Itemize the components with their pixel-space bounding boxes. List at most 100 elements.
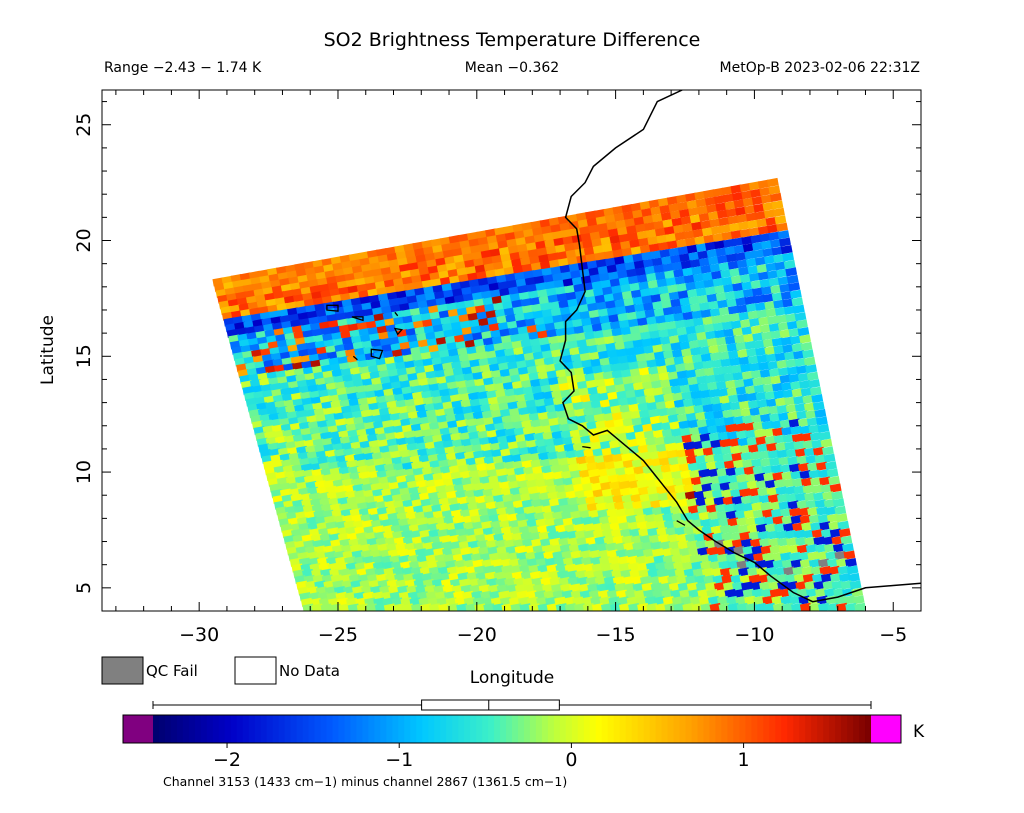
heatmap-cell: [517, 243, 529, 253]
heatmap-cell: [759, 232, 772, 243]
legend-qc-fail: QC Fail: [101, 656, 198, 685]
heatmap-cell: [745, 257, 758, 267]
heatmap-cell: [741, 190, 754, 200]
heatmap-cell: [479, 283, 492, 294]
heatmap-cell: [612, 205, 625, 215]
heatmap-cell: [714, 284, 727, 295]
heatmap-cell: [577, 261, 590, 271]
heatmap-cell: [747, 310, 760, 320]
heatmap-cell: [706, 248, 719, 258]
heatmap-cell: [617, 312, 630, 322]
heatmap-cell: [715, 202, 728, 212]
heatmap-cell: [461, 326, 474, 336]
heatmap-cell: [506, 279, 519, 289]
heatmap-cell: [512, 223, 525, 233]
heatmap-cell: [766, 177, 779, 188]
heatmap-cell: [484, 343, 497, 353]
heatmap-cell: [644, 221, 657, 232]
heatmap-cell: [576, 254, 589, 264]
heatmap-cell: [559, 264, 572, 274]
heatmap-cell: [440, 316, 453, 326]
heatmap-cell: [776, 222, 788, 232]
heatmap-cell: [747, 265, 760, 275]
heatmap-cell: [511, 340, 524, 350]
heatmap-cell: [600, 236, 613, 246]
heatmap-cell: [509, 251, 522, 261]
colorbar-segment: [278, 715, 286, 743]
colorbar-segment: [158, 715, 166, 743]
heatmap-cell: [691, 310, 704, 320]
heatmap-cell: [573, 325, 586, 335]
heatmap-cell: [536, 247, 549, 257]
heatmap-cell: [613, 212, 626, 222]
heatmap-cell: [466, 345, 479, 356]
colorbar-segment: [595, 715, 603, 743]
heatmap-cell: [508, 286, 521, 296]
heatmap-cell: [662, 218, 675, 229]
heatmap-cell: [674, 231, 687, 241]
heatmap-cell: [485, 350, 498, 360]
heatmap-cell: [682, 311, 695, 321]
heatmap-cell: [679, 297, 692, 307]
heatmap-cell: [783, 305, 796, 315]
heatmap-cell: [515, 236, 528, 247]
heatmap-cell: [729, 312, 742, 322]
heatmap-cell: [467, 352, 480, 362]
colorbar-segment: [709, 715, 717, 743]
heatmap-cell: [502, 259, 514, 269]
heatmap-cell: [773, 253, 785, 264]
heatmap-cell: [485, 309, 498, 320]
heatmap-cell: [620, 283, 633, 293]
heatmap-cell: [676, 194, 688, 204]
heatmap-cell: [780, 290, 793, 301]
heatmap-cell: [594, 294, 607, 304]
heatmap-cell: [621, 247, 634, 257]
heatmap-cell: [547, 294, 560, 304]
colorbar-segment: [805, 715, 812, 743]
colorbar-segment: [368, 715, 375, 743]
heatmap-cell: [738, 311, 751, 321]
heatmap-cell: [499, 287, 511, 297]
heatmap-cell: [594, 251, 607, 261]
heatmap-cell: [735, 206, 747, 216]
heatmap-cell: [683, 230, 696, 240]
heatmap-cell: [477, 277, 490, 287]
heatmap-cell: [667, 240, 679, 250]
heatmap-cell: [665, 320, 678, 330]
heatmap-cell: [659, 248, 672, 258]
heatmap-cell: [694, 190, 707, 201]
heatmap-cell: [467, 272, 480, 282]
heatmap-cell: [594, 208, 607, 219]
heatmap-cell: [650, 250, 663, 260]
heatmap-cell: [470, 325, 483, 335]
heatmap-cell: [770, 284, 783, 294]
legend-qc-fail-label: QC Fail: [146, 662, 198, 680]
colorbar-segment: [631, 715, 639, 743]
heatmap-cell: [421, 239, 434, 249]
heatmap-cell: [520, 256, 532, 267]
heatmap-cell: [603, 250, 616, 260]
heatmap-cell: [523, 311, 536, 321]
heatmap-cell: [753, 294, 766, 304]
heatmap-cell: [753, 249, 766, 259]
heatmap-cell: [744, 250, 757, 260]
heatmap-cell: [762, 247, 775, 257]
heatmap-cell: [709, 218, 722, 228]
y-axis-label: Latitude: [38, 315, 58, 385]
colorbar-segment: [523, 715, 531, 743]
heatmap-cell: [452, 327, 465, 338]
heatmap-cell: [721, 276, 734, 286]
heatmap-cell: [703, 278, 716, 289]
heatmap-cell: [764, 300, 777, 310]
heatmap-cell: [459, 239, 472, 250]
heatmap-cell: [627, 232, 640, 242]
heatmap-cell: [478, 317, 490, 327]
heatmap-cell: [582, 324, 595, 334]
heatmap-cell: [688, 206, 701, 217]
heatmap-cell: [634, 303, 646, 313]
heatmap-cell: [673, 268, 686, 278]
heatmap-cell: [453, 254, 466, 264]
heatmap-cell: [627, 275, 640, 285]
heatmap-cell: [600, 279, 613, 289]
heatmap-cell: [505, 313, 518, 324]
